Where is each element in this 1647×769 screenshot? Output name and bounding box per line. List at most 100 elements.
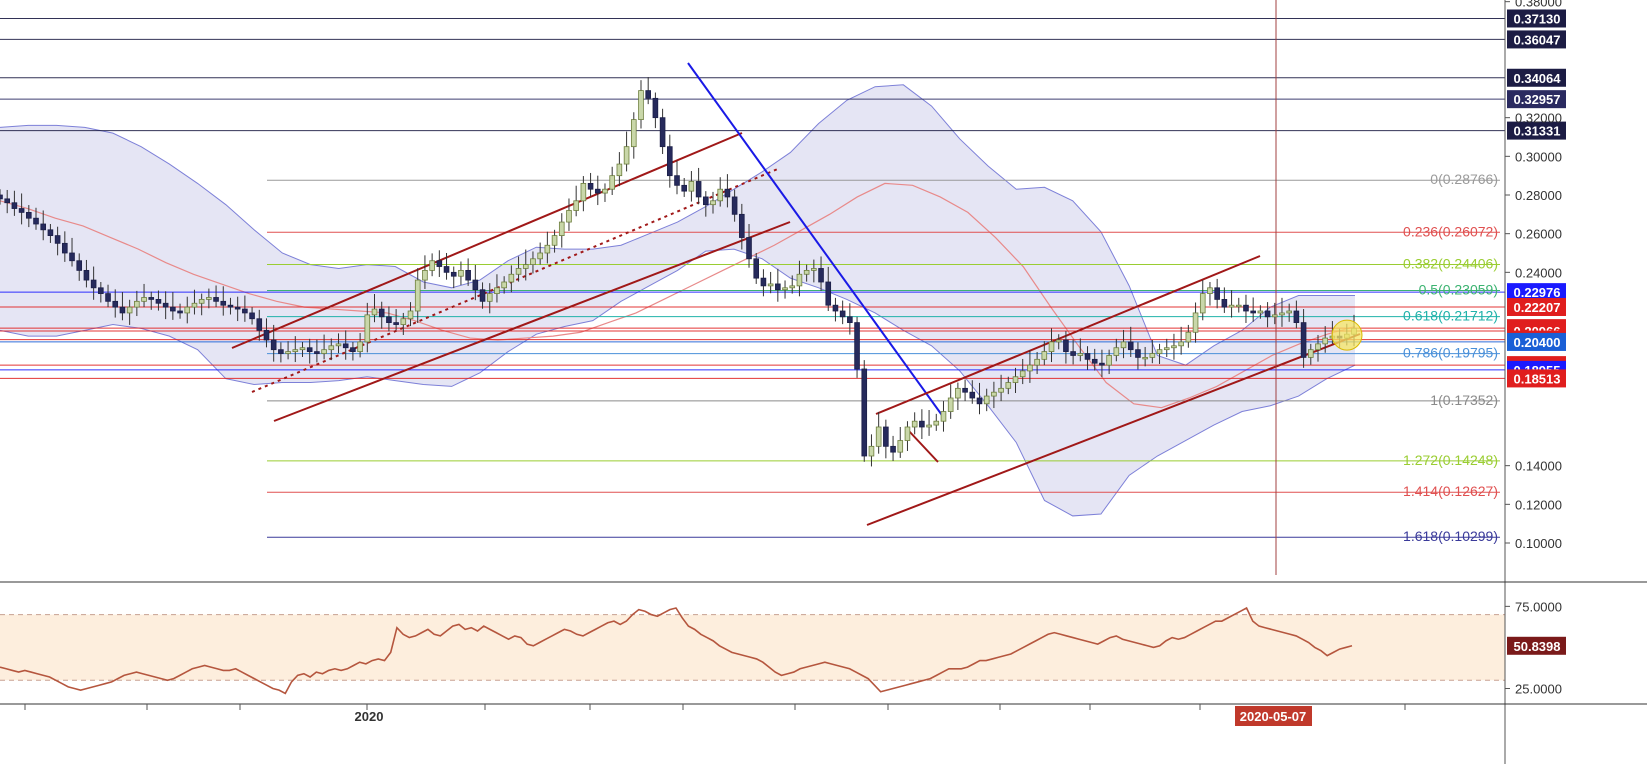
candle-body-164 <box>1178 341 1184 347</box>
candle-body-170 <box>1221 298 1228 308</box>
candle-body-69 <box>494 287 500 294</box>
candle-body-24 <box>170 306 176 312</box>
candle-body-78 <box>558 221 565 236</box>
level-badge-6 <box>1507 297 1566 316</box>
candle-body-14 <box>98 287 104 294</box>
candle-body-129 <box>926 424 932 428</box>
fib-label-2: 0.382(0.24406) <box>1403 255 1498 271</box>
candle-body-100 <box>717 188 724 202</box>
candle-body-75 <box>537 252 543 260</box>
candle-body-173 <box>1243 304 1249 312</box>
fib-label-6: 1(0.17352) <box>1430 392 1498 408</box>
candle-body-47 <box>335 343 342 347</box>
date-label-1: 2020-05-07 <box>1240 709 1307 724</box>
candle-body-123 <box>883 426 889 447</box>
candle-body-76 <box>544 244 551 254</box>
candle-body-80 <box>573 200 579 211</box>
candle-body-162 <box>1163 347 1170 351</box>
candle-body-176 <box>1264 310 1271 318</box>
candle-body-44 <box>314 351 320 354</box>
markers <box>1331 319 1363 351</box>
candle-body-83 <box>594 188 601 194</box>
volatility-band <box>0 84 1356 517</box>
candle-body-43 <box>306 347 313 353</box>
candle-body-66 <box>472 279 479 291</box>
oscillator-band-fill <box>0 614 1505 681</box>
candle-body-91 <box>652 97 659 119</box>
candle-body-181 <box>1300 322 1307 358</box>
candle-body-180 <box>1293 310 1300 324</box>
candle-body-92 <box>659 117 666 148</box>
fib-label-4: 0.618(0.21712) <box>1403 308 1498 324</box>
price-tick-label-0: 0.38000 <box>1515 0 1562 10</box>
candle-body-67 <box>479 289 486 302</box>
candle-body-135 <box>969 391 976 399</box>
fib-label-5: 0.786(0.19795) <box>1403 345 1498 361</box>
candle-body-182 <box>1307 349 1314 358</box>
candle-body-154 <box>1106 355 1112 366</box>
level-badge-1 <box>1507 30 1566 49</box>
candle-body-165 <box>1185 331 1192 343</box>
candle-body-119 <box>854 322 860 370</box>
level-badge-label-4: 0.31331 <box>1514 124 1561 139</box>
date-label-0: 2020 <box>355 709 384 724</box>
candle-body-99 <box>710 200 716 206</box>
candle-body-81 <box>580 182 587 202</box>
candle-body-42 <box>299 347 306 351</box>
candle-body-22 <box>155 298 162 304</box>
candle-body-117 <box>839 310 846 318</box>
candle-body-111 <box>796 273 803 287</box>
candle-body-153 <box>1099 362 1105 366</box>
candle-body-133 <box>955 387 961 399</box>
candle-body-37 <box>263 329 270 341</box>
fib-label-9: 1.618(0.10299) <box>1403 528 1498 544</box>
candle-body-158 <box>1135 349 1141 358</box>
date-axis: 2020 2020-05-07 <box>0 703 1647 726</box>
fib-label-8: 1.414(0.12627) <box>1403 483 1498 499</box>
horizontal-levels: 0.37130 0.36047 0.34064 0.32957 0.31331 0.229… <box>0 9 1566 388</box>
candle-body-141 <box>1012 376 1019 383</box>
candle-body-82 <box>587 182 594 190</box>
candle-body-179 <box>1286 310 1292 314</box>
candle-body-35 <box>249 312 255 320</box>
level-badge-5 <box>1507 283 1566 302</box>
candle-body-113 <box>811 268 817 271</box>
candle-body-60 <box>429 260 435 271</box>
candle-body-140 <box>1005 382 1012 389</box>
candle-body-46 <box>328 345 335 351</box>
price-tick-label-6: 0.14000 <box>1515 459 1562 474</box>
candle-body-86 <box>616 163 623 177</box>
candle-body-45 <box>321 349 327 354</box>
candle-body-6 <box>40 223 47 231</box>
channel-a-upper <box>231 132 743 349</box>
candle-body-177 <box>1271 314 1278 318</box>
candle-body-51 <box>364 314 371 343</box>
candle-body-87 <box>623 146 630 165</box>
candle-body-18 <box>126 306 133 314</box>
channel-b-mark <box>907 429 939 463</box>
candle-body-160 <box>1149 353 1156 358</box>
fib-label-3: 0.5(0.23059) <box>1419 282 1498 298</box>
fibonacci-levels: 0(0.28766) 0.236(0.26072) 0.382(0.24406) 0.… <box>267 171 1500 544</box>
level-badge-2 <box>1507 68 1566 87</box>
candle-body-5 <box>33 217 39 225</box>
candle-body-120 <box>861 368 868 457</box>
candle-body-149 <box>1070 351 1076 356</box>
candle-body-145 <box>1041 351 1048 360</box>
candle-body-143 <box>1027 364 1033 372</box>
price-tick-label-8: 0.10000 <box>1515 536 1562 551</box>
candle-body-3 <box>18 208 25 213</box>
candle-body-55 <box>393 322 399 325</box>
candle-body-134 <box>962 387 968 393</box>
candle-body-114 <box>818 268 824 283</box>
candle-body-95 <box>681 184 688 192</box>
candle-body-166 <box>1192 312 1199 333</box>
candle-body-93 <box>666 146 673 177</box>
candle-body-127 <box>911 420 918 428</box>
candle-body-74 <box>530 258 536 265</box>
candle-body-11 <box>76 260 83 271</box>
candle-body-138 <box>991 391 997 397</box>
